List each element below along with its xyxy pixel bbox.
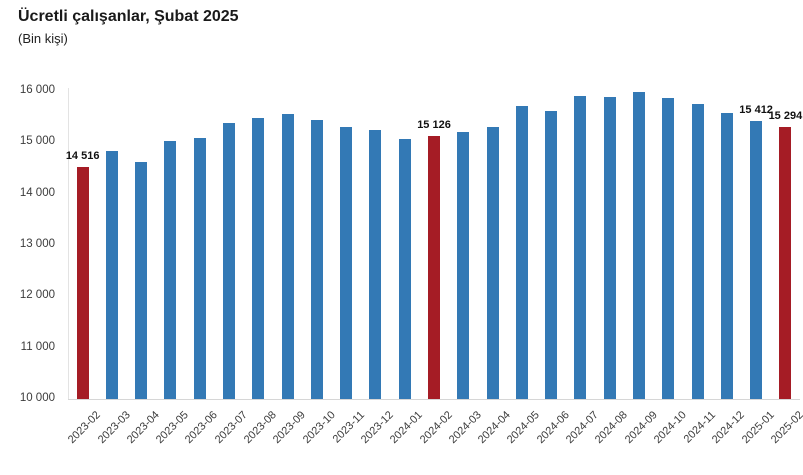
chart-subtitle: (Bin kişi) (18, 31, 68, 46)
bar-slot: 2023-06 (183, 91, 220, 446)
bar (193, 138, 206, 399)
chart-title: Ücretli çalışanlar, Şubat 2025 (18, 8, 239, 25)
bar-slot: 2023-03 (95, 91, 132, 446)
y-tick-label: 14 000 (19, 186, 55, 199)
bar-slot: 2024-11 (682, 91, 718, 445)
bars-container: 14 516 2023-02 2023-03 2023-04 2023-05 2023-0… (65, 91, 803, 446)
bar-slot: 2023-08 (242, 91, 279, 446)
bar (632, 92, 645, 399)
bar-slot: 2024-07 (564, 91, 601, 446)
bar (545, 110, 558, 399)
y-tick-label: 16 000 (19, 84, 55, 96)
bar (164, 141, 177, 399)
bar-slot: 2023-07 (212, 91, 250, 446)
bar-slot: 2024-04 (476, 91, 513, 446)
bar-slot: 2024-06 (535, 91, 572, 446)
plot-area: 14 516 2023-02 2023-03 2023-04 2023-05 2023-0… (65, 91, 803, 446)
bar (398, 139, 411, 399)
bar-data-label: 15 412 (739, 104, 773, 117)
bar-slot: 15 412 2025-01 (739, 91, 776, 446)
bar (574, 96, 587, 399)
bar-slot: 2023-10 (300, 91, 337, 446)
bar (750, 121, 763, 399)
bar-data-label: 15 126 (417, 118, 451, 131)
bar (369, 130, 382, 399)
bar-slot: 2024-08 (593, 91, 630, 446)
bar (720, 112, 733, 399)
bar-data-label: 14 516 (65, 150, 100, 163)
bar-slot: 2024-10 (652, 91, 689, 446)
bar (223, 123, 236, 399)
y-tick-label: 15 000 (19, 135, 55, 148)
bar (457, 131, 470, 399)
bar-slot: 15 126 2024-02 (417, 91, 454, 446)
bar-highlighted (428, 135, 441, 399)
bar-slot: 2023-09 (271, 91, 308, 446)
bar-slot: 2024-03 (447, 91, 484, 446)
bar-slot: 2024-12 (710, 91, 747, 446)
bar-slot: 2024-01 (388, 91, 425, 446)
y-tick-label: 12 000 (19, 289, 55, 302)
x-axis-line (68, 399, 800, 400)
bar-slot: 2023-11 (330, 91, 367, 445)
bar (135, 161, 148, 399)
bar-slot: 2024-05 (505, 91, 542, 446)
bar-slot: 2023-04 (125, 91, 162, 446)
bar (515, 106, 528, 399)
bar (310, 119, 323, 399)
bar (662, 97, 675, 399)
x-tick-label: 2023-02 (66, 409, 104, 447)
y-tick-label: 13 000 (19, 238, 55, 250)
y-axis-line (68, 88, 69, 399)
bar (340, 126, 353, 399)
y-tick-label: 11 000 (20, 340, 55, 353)
bar-data-label: 15 294 (768, 110, 803, 123)
bar (252, 117, 265, 399)
bar (105, 151, 118, 399)
bar (281, 114, 294, 399)
bar-highlighted (76, 167, 89, 399)
y-tick-label: 10 000 (19, 392, 55, 404)
bar-highlighted (779, 127, 792, 399)
bar (603, 96, 616, 399)
bar-slot: 14 516 2023-02 (65, 91, 103, 446)
bar (486, 127, 499, 399)
bar-slot: 2024-09 (622, 91, 659, 446)
bar-slot: 2023-05 (154, 91, 191, 446)
bar (691, 103, 704, 399)
bar-slot: 15 294 2025-02 (768, 91, 803, 446)
bar-slot: 2023-12 (359, 91, 396, 446)
